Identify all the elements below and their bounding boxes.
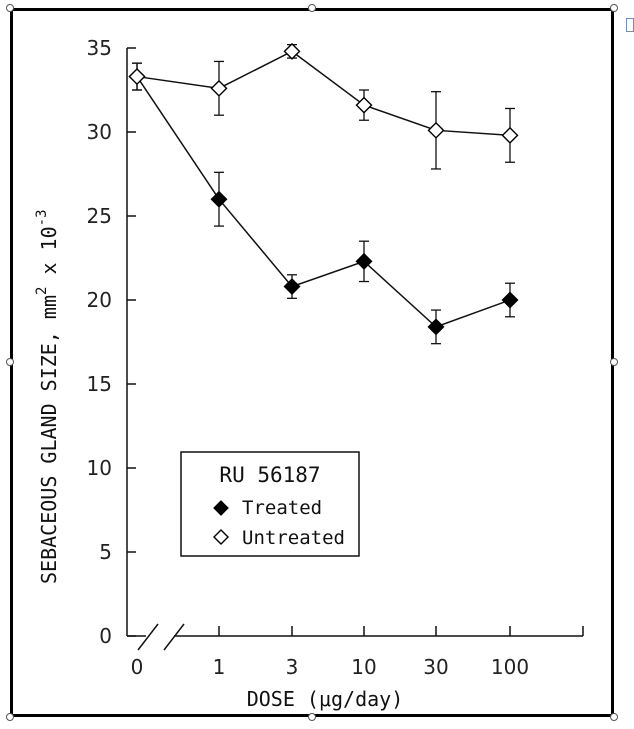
y-tick-label-1: 5 [99, 540, 112, 564]
series-layer [128, 42, 519, 345]
y-tick-label-3: 15 [87, 372, 112, 396]
y-tick-label-0: 0 [99, 624, 112, 648]
point-treated-3 [355, 252, 373, 270]
series-untreated [128, 42, 519, 170]
axis-break-mark-2 [163, 623, 185, 651]
x-tick-label-3: 10 [351, 655, 376, 679]
point-untreated-1 [210, 79, 228, 97]
point-untreated-5 [501, 126, 519, 144]
x-tick-label-5: 100 [491, 655, 529, 679]
legend-marker-treated [213, 500, 229, 516]
x-tick-label-0: 0 [131, 655, 144, 679]
legend-label-treated: Treated [242, 497, 322, 519]
resize-handle-middle-right[interactable] [610, 358, 618, 366]
legend-box [180, 451, 360, 557]
resize-handle-bottom-center[interactable] [308, 713, 316, 721]
y-tick-label-4: 20 [87, 288, 112, 312]
y-axis-label-main: SEBACEOUS GLAND SIZE, mm [37, 295, 61, 584]
resize-handle-top-left[interactable] [6, 4, 14, 12]
series-line-untreated [136, 50, 511, 137]
svg-text:SEBACEOUS GLAND SIZE, mm2 x 1: SEBACEOUS GLAND SIZE, mm2 x 10-3 [34, 210, 61, 585]
point-untreated-4 [427, 121, 445, 139]
point-untreated-0 [128, 68, 146, 86]
point-treated-5 [501, 291, 519, 309]
series-line-treated [136, 76, 511, 328]
y-tick-label-5: 25 [87, 204, 112, 228]
y-axis-label-sup-1: 2 [34, 287, 50, 295]
point-treated-4 [427, 318, 445, 336]
axis-break-mark-1 [137, 623, 159, 651]
legend-marker-untreated [213, 529, 229, 545]
resize-handle-bottom-right[interactable] [610, 713, 618, 721]
axes [126, 48, 584, 651]
x-axis-label: DOSE (μg/day) [247, 687, 404, 711]
point-treated-1 [210, 190, 228, 208]
resize-handle-top-center[interactable] [308, 4, 316, 12]
point-untreated-2 [283, 42, 301, 60]
series-treated [128, 62, 519, 345]
x-tick-label-2: 3 [286, 655, 299, 679]
resize-handle-middle-left[interactable] [6, 358, 14, 366]
y-axis-label-sup-2: -3 [34, 210, 50, 227]
x-axis-ticks: 0 1 3 10 30 100 [131, 626, 529, 679]
y-axis-ticks: 0 5 10 15 20 25 30 35 [87, 36, 136, 648]
legend: RU 56187 Treated Untreated [180, 451, 360, 557]
y-tick-label-6: 30 [87, 120, 112, 144]
legend-title: RU 56187 [219, 463, 320, 487]
y-tick-label-7: 35 [87, 36, 112, 60]
y-axis-label: SEBACEOUS GLAND SIZE, mm2 x 10-3 [34, 210, 61, 585]
resize-handle-top-right[interactable] [610, 4, 618, 12]
x-tick-label-1: 1 [213, 655, 226, 679]
legend-label-untreated: Untreated [242, 527, 345, 549]
y-tick-label-2: 10 [87, 456, 112, 480]
y-axis-label-mid: x 10 [37, 226, 61, 286]
resize-handle-bottom-left[interactable] [6, 713, 14, 721]
point-untreated-3 [355, 96, 373, 114]
point-treated-2 [283, 278, 301, 296]
x-tick-label-4: 30 [423, 655, 448, 679]
